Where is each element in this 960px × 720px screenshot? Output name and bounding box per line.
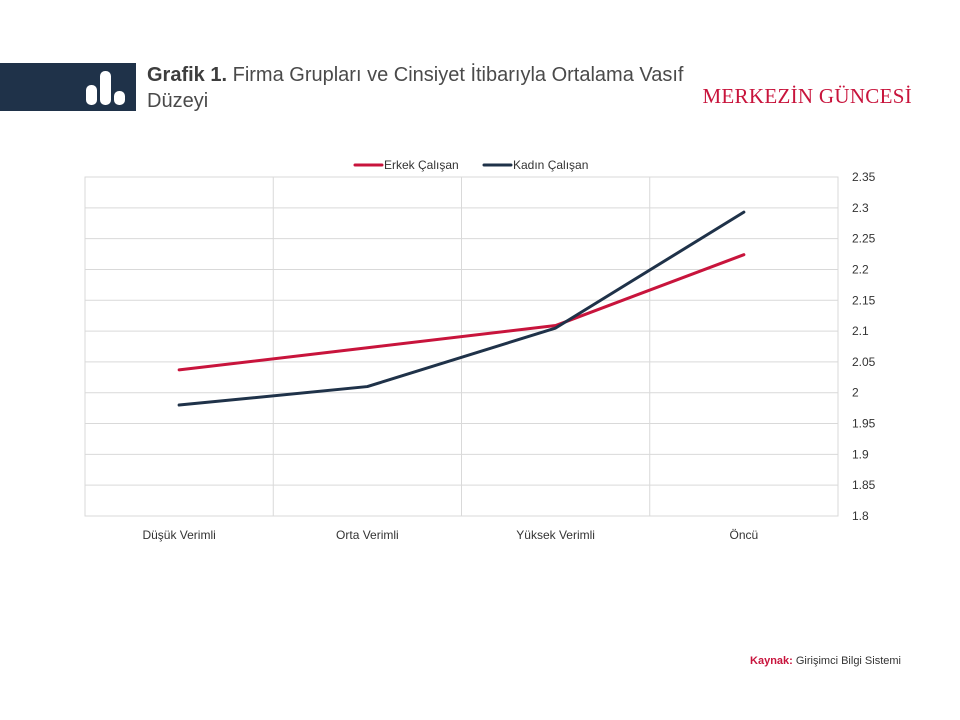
- y-tick-label: 2: [852, 386, 859, 400]
- source-note: Kaynak: Girişimci Bilgi Sistemi: [750, 655, 901, 667]
- y-tick-label: 2.15: [852, 293, 876, 307]
- x-tick-label: Orta Verimli: [336, 528, 399, 542]
- y-tick-label: 2.05: [852, 355, 876, 369]
- bar-chart-icon: [86, 71, 125, 105]
- y-tick-label: 2.35: [852, 170, 876, 184]
- legend-kadin-label: Kadın Çalışan: [513, 158, 588, 172]
- y-tick-label: 2.3: [852, 201, 869, 215]
- y-tick-label: 1.85: [852, 478, 876, 492]
- series-line-erkek: [177, 253, 746, 372]
- header-bar: [0, 63, 136, 111]
- x-tick-label: Öncü: [730, 528, 759, 542]
- brand-logo: MERKEZİN GÜNCESİ: [702, 84, 912, 108]
- series-line-kadin: [177, 210, 746, 407]
- y-tick-label: 1.9: [852, 447, 869, 461]
- y-tick-label: 1.95: [852, 417, 876, 431]
- y-tick-label: 1.8: [852, 509, 869, 523]
- x-tick-label: Yüksek Verimli: [516, 528, 595, 542]
- y-tick-label: 2.2: [852, 262, 869, 276]
- source-label: Kaynak:: [750, 655, 793, 667]
- chart-title: Grafik 1. Firma Grupları ve Cinsiyet İti…: [147, 62, 707, 114]
- y-tick-label: 2.25: [852, 232, 876, 246]
- title-rest: Firma Grupları ve Cinsiyet İtibarıyla Or…: [147, 64, 684, 112]
- source-text: Girişimci Bilgi Sistemi: [795, 655, 901, 667]
- legend-erkek-label: Erkek Çalışan: [384, 158, 459, 172]
- title-bold: Grafik 1.: [147, 64, 228, 86]
- x-tick-label: Düşük Verimli: [142, 528, 215, 542]
- y-tick-label: 2.1: [852, 324, 869, 338]
